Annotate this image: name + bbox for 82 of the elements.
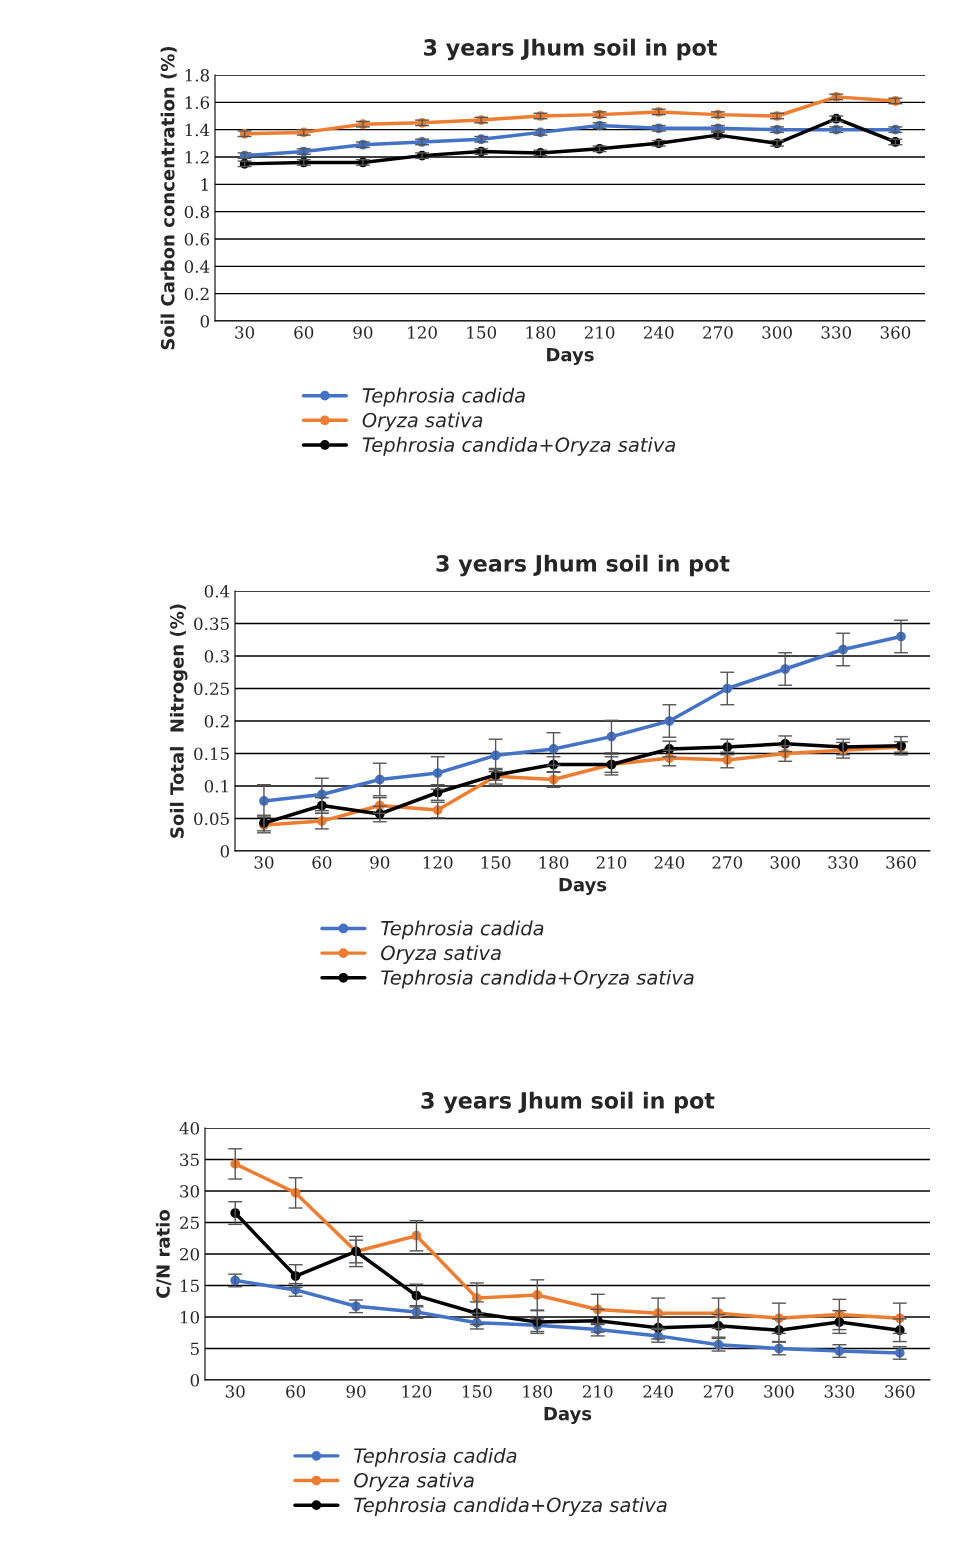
y-tick-label: 1.4 <box>185 123 210 137</box>
x-tick-label: 240 <box>643 326 674 339</box>
legend-label: Tephrosia candida+Oryza sativa <box>354 1497 667 1517</box>
x-tick-label: 270 <box>703 326 733 339</box>
x-tick-label: 330 <box>824 1385 855 1398</box>
legend-label: Oryza sativa <box>354 1472 474 1492</box>
y-tick-label: 1.8 <box>185 68 210 82</box>
y-axis-title: C/N ratio <box>155 1210 172 1298</box>
x-tick-label: 270 <box>712 856 743 869</box>
x-tick-label: 210 <box>596 856 627 869</box>
y-tick-label: 5 <box>190 1342 199 1356</box>
x-tick-label: 30 <box>225 1385 245 1398</box>
x-tick-label: 90 <box>370 856 390 869</box>
x-tick-label: 360 <box>880 326 911 339</box>
x-tick-label: 300 <box>762 326 792 339</box>
x-axis-title: Days <box>547 347 594 366</box>
y-tick-label: 0.1 <box>204 779 228 793</box>
x-tick-label: 30 <box>254 856 274 869</box>
legend-label: Tephrosia cadida <box>354 1447 517 1467</box>
x-tick-label: 330 <box>828 856 858 869</box>
y-tick-label: 10 <box>180 1310 200 1324</box>
y-tick-label: 0.6 <box>184 232 210 246</box>
chart-title: 3 years Jhum soil in pot <box>424 38 717 61</box>
x-tick-label: 180 <box>523 1385 553 1398</box>
y-tick-label: 0.8 <box>184 205 210 219</box>
y-tick-label: 1.6 <box>185 96 210 109</box>
x-axis-title: Days <box>544 1406 592 1425</box>
x-tick-label: 150 <box>463 1385 492 1398</box>
y-tick-label: 0.3 <box>204 649 229 663</box>
x-tick-label: 30 <box>235 326 255 339</box>
x-tick-label: 60 <box>312 856 332 869</box>
x-tick-label: 90 <box>353 326 373 339</box>
y-tick-label: 25 <box>180 1216 199 1230</box>
y-tick-label: 40 <box>179 1121 200 1135</box>
legend-label: Oryza sativa <box>362 412 483 432</box>
x-tick-label: 240 <box>643 1385 673 1398</box>
y-tick-label: 0 <box>200 314 210 328</box>
legend-label: Tephrosia cadida <box>362 387 525 407</box>
y-axis-title: Soil Total Nitrogen (%) <box>169 604 188 838</box>
x-tick-label: 240 <box>654 856 685 869</box>
legend-label: Tephrosia cadida <box>381 920 544 940</box>
y-tick-label: 0.2 <box>204 714 229 728</box>
y-tick-label: 15 <box>180 1279 199 1293</box>
x-tick-label: 180 <box>526 326 556 339</box>
y-tick-label: 35 <box>180 1153 199 1167</box>
y-axis-title: Soil Carbon concentration (%) <box>160 46 177 350</box>
chart-title: 3 years Jhum soil in pot <box>421 1091 715 1114</box>
x-tick-label: 150 <box>481 856 511 869</box>
x-tick-label: 60 <box>294 326 314 339</box>
x-tick-label: 360 <box>885 1385 915 1398</box>
chart-title: 3 years Jhum soil in pot <box>436 554 730 577</box>
x-tick-label: 330 <box>821 326 852 339</box>
y-tick-label: 0.25 <box>194 682 229 696</box>
y-tick-label: 1 <box>201 178 208 191</box>
x-tick-label: 270 <box>703 1385 734 1398</box>
y-tick-label: 1.2 <box>185 150 209 164</box>
y-tick-label: 20 <box>180 1247 200 1261</box>
y-tick-label: 0.15 <box>194 747 229 761</box>
y-tick-label: 0.05 <box>194 812 229 826</box>
y-tick-label: 0 <box>190 1373 200 1387</box>
legend-label: Tephrosia candida+Oryza sativa <box>381 969 694 989</box>
x-tick-label: 120 <box>402 1385 432 1398</box>
y-tick-label: 0.4 <box>184 260 210 273</box>
x-tick-label: 210 <box>582 1385 613 1398</box>
y-tick-label: 0.4 <box>204 584 230 598</box>
legend-label: Oryza sativa <box>381 945 501 964</box>
y-tick-label: 0.2 <box>184 287 209 301</box>
x-tick-label: 360 <box>886 856 916 869</box>
x-tick-label: 90 <box>346 1385 366 1398</box>
x-tick-label: 300 <box>770 856 801 869</box>
y-tick-label: 0.35 <box>194 617 229 631</box>
x-tick-label: 150 <box>467 326 497 339</box>
y-tick-label: 0 <box>220 844 230 858</box>
y-tick-label: 30 <box>180 1184 200 1198</box>
x-tick-label: 120 <box>408 326 437 339</box>
x-tick-label: 180 <box>539 856 569 869</box>
x-tick-label: 210 <box>584 326 615 339</box>
x-tick-label: 300 <box>764 1385 794 1398</box>
x-tick-label: 60 <box>286 1385 306 1398</box>
legend-label: Tephrosia candida+Oryza sativa <box>362 437 675 456</box>
x-tick-label: 120 <box>423 856 453 869</box>
x-axis-title: Days <box>559 877 607 896</box>
